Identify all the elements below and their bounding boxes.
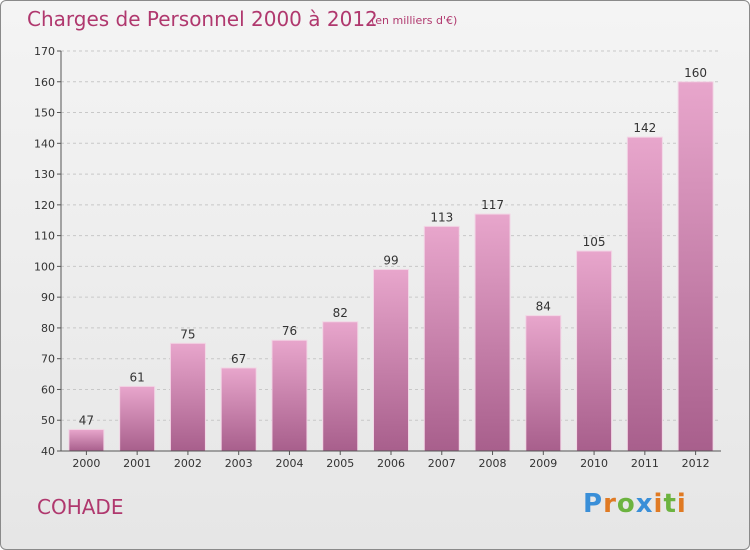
data-label: 142 (633, 121, 656, 135)
y-tick-label: 140 (34, 137, 55, 150)
data-label: 160 (684, 66, 707, 80)
y-tick-label: 70 (41, 353, 55, 366)
x-tick-label: 2007 (428, 457, 456, 470)
x-tick-label: 2000 (72, 457, 100, 470)
y-tick-label: 90 (41, 291, 55, 304)
commune-name: COHADE (37, 495, 124, 519)
x-tick-label: 2009 (529, 457, 557, 470)
x-tick-label: 2001 (123, 457, 151, 470)
data-label: 47 (79, 413, 94, 427)
bar (322, 321, 359, 452)
y-tick-label: 40 (41, 445, 55, 458)
data-label: 61 (130, 370, 145, 384)
y-tick-label: 100 (34, 260, 55, 273)
data-label: 75 (180, 327, 195, 341)
logo-letter: i (676, 489, 687, 519)
y-tick-label: 120 (34, 199, 55, 212)
y-tick-label: 150 (34, 107, 55, 120)
bar (68, 428, 105, 452)
bar (576, 250, 613, 452)
y-tick-label: 160 (34, 76, 55, 89)
x-tick-label: 2004 (275, 457, 303, 470)
bar (169, 342, 206, 452)
data-label: 84 (536, 300, 551, 314)
logo-letter: r (603, 489, 617, 519)
logo-letter: o (616, 489, 636, 519)
x-tick-label: 2005 (326, 457, 354, 470)
bar (525, 315, 562, 452)
data-label: 105 (583, 235, 606, 249)
logo-letter: i (653, 489, 664, 519)
bar (626, 136, 663, 452)
bar (271, 339, 308, 452)
bar (373, 268, 409, 452)
data-label: 99 (383, 253, 398, 267)
bar (119, 385, 156, 452)
axes (57, 50, 721, 455)
x-tick-label: 2006 (377, 457, 405, 470)
logo-letter: t (663, 489, 677, 519)
logo-letter: P (583, 489, 604, 519)
proxiti-logo: Proxiti (583, 489, 687, 519)
bar (220, 367, 257, 452)
data-label: 76 (282, 324, 297, 338)
chart-title: Charges de Personnel 2000 à 2012 (27, 7, 378, 31)
data-label: 117 (481, 198, 504, 212)
logo-letter: x (635, 489, 654, 519)
y-tick-label: 130 (34, 168, 55, 181)
x-tick-label: 2011 (631, 457, 659, 470)
bars (68, 81, 714, 452)
x-tick-label: 2012 (682, 457, 710, 470)
y-tick-label: 110 (34, 230, 55, 243)
y-tick-label: 50 (41, 414, 55, 427)
y-tick-label: 60 (41, 383, 55, 396)
x-tick-label: 2003 (225, 457, 253, 470)
data-label: 82 (333, 306, 348, 320)
y-tick-label: 80 (41, 322, 55, 335)
labels: 40 50 60 70 80 90 100 110 120 130 140 150 160 170 47 20… (34, 45, 710, 470)
y-tick-label: 170 (34, 45, 55, 58)
x-tick-label: 2010 (580, 457, 608, 470)
bar (677, 81, 714, 452)
bar (474, 213, 511, 452)
data-label: 67 (231, 352, 246, 366)
data-label: 113 (430, 210, 453, 224)
x-tick-label: 2002 (174, 457, 202, 470)
chart-unit: (en milliers d'€) (371, 14, 458, 27)
x-tick-label: 2008 (479, 457, 507, 470)
bar (423, 225, 460, 452)
